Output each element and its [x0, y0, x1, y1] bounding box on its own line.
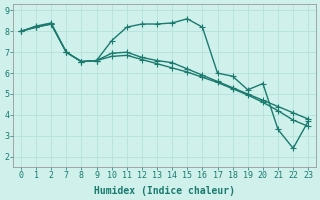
X-axis label: Humidex (Indice chaleur): Humidex (Indice chaleur) [94, 186, 235, 196]
